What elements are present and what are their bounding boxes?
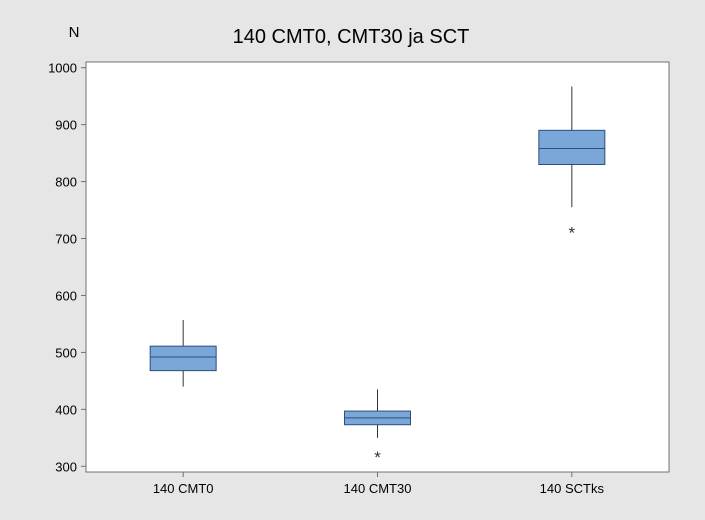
y-tick-label: 300 [55, 459, 77, 474]
y-tick-label: 600 [55, 288, 77, 303]
box-group: * [344, 389, 411, 467]
x-tick-label: 140 SCTks [540, 481, 605, 496]
iqr-box [149, 345, 217, 372]
y-tick-label: 700 [55, 232, 77, 247]
iqr-box [538, 129, 606, 165]
y-tick-label: 1000 [48, 61, 77, 76]
y-tick-label: 500 [55, 345, 77, 360]
x-axis: 140 CMT0 140 CMT30 140 SCTks [153, 472, 605, 496]
outlier-marker: * [374, 448, 381, 467]
y-tick-label: 800 [55, 175, 77, 190]
y-axis-unit-label: N [69, 24, 80, 41]
outlier-marker: * [569, 224, 576, 243]
chart-title: 140 CMT0, CMT30 ja SCT [233, 26, 470, 48]
x-tick-label: 140 CMT30 [344, 481, 412, 496]
box-group: * [538, 86, 606, 243]
box-group [149, 319, 217, 387]
y-axis: 300 400 500 600 700 800 900 1000 [48, 61, 86, 474]
x-tick-label: 140 CMT0 [153, 481, 214, 496]
y-tick-label: 400 [55, 402, 77, 417]
box-series: ** [149, 86, 606, 467]
y-tick-label: 900 [55, 118, 77, 133]
